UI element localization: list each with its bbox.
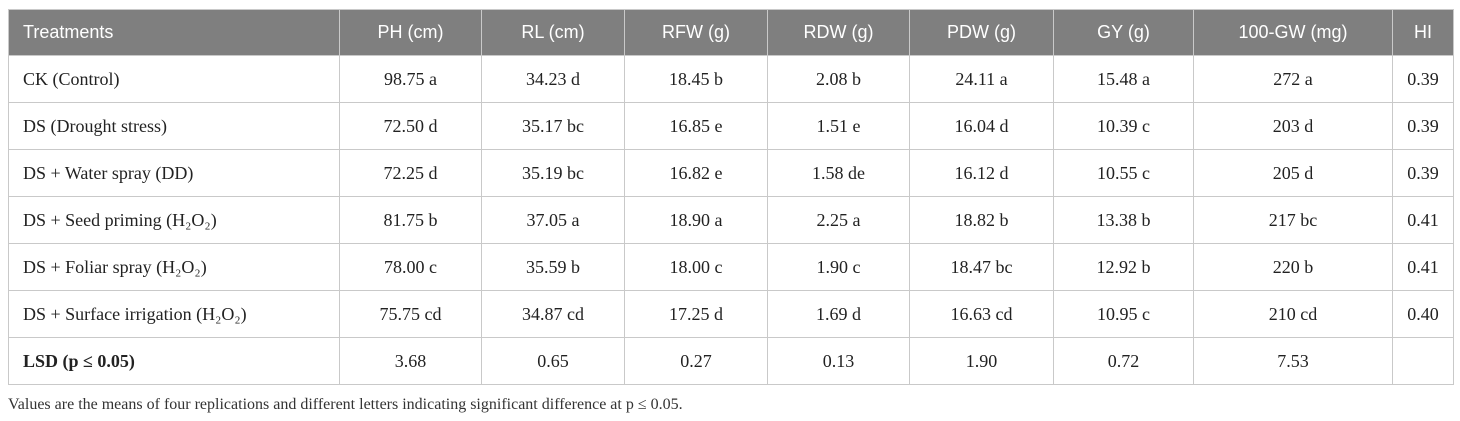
header-rl: RL (cm) xyxy=(481,9,625,56)
header-row: Treatments PH (cm) RL (cm) RFW (g) RDW (… xyxy=(8,9,1454,56)
value-cell: 10.55 c xyxy=(1053,149,1194,197)
table-row: DS (Drought stress) 72.50 d 35.17 bc 16.85 … xyxy=(8,102,1454,150)
value-cell: 12.92 b xyxy=(1053,243,1194,291)
value-cell: 37.05 a xyxy=(481,196,625,244)
value-cell: 0.39 xyxy=(1392,55,1454,103)
value-cell: 35.19 bc xyxy=(481,149,625,197)
header-100gw: 100-GW (mg) xyxy=(1193,9,1393,56)
value-cell: 0.39 xyxy=(1392,102,1454,150)
value-cell: 16.04 d xyxy=(909,102,1054,150)
value-cell: 18.47 bc xyxy=(909,243,1054,291)
treatment-cell: DS + Surface irrigation (H₂O₂) xyxy=(8,290,340,338)
value-cell: 1.90 c xyxy=(767,243,910,291)
value-cell: 18.90 a xyxy=(624,196,768,244)
value-cell: 203 d xyxy=(1193,102,1393,150)
value-cell: 16.85 e xyxy=(624,102,768,150)
value-cell: 7.53 xyxy=(1193,337,1393,385)
value-cell: 1.58 de xyxy=(767,149,910,197)
value-cell: 0.41 xyxy=(1392,243,1454,291)
value-cell: 0.65 xyxy=(481,337,625,385)
header-rfw: RFW (g) xyxy=(624,9,768,56)
header-treatments: Treatments xyxy=(8,9,340,56)
value-cell: 0.27 xyxy=(624,337,768,385)
results-table: Treatments PH (cm) RL (cm) RFW (g) RDW (… xyxy=(8,9,1454,385)
value-cell: 13.38 b xyxy=(1053,196,1194,244)
value-cell: 2.08 b xyxy=(767,55,910,103)
value-cell: 0.13 xyxy=(767,337,910,385)
header-gy: GY (g) xyxy=(1053,9,1194,56)
value-cell: 98.75 a xyxy=(339,55,482,103)
value-cell: 34.23 d xyxy=(481,55,625,103)
value-cell: 217 bc xyxy=(1193,196,1393,244)
value-cell: 24.11 a xyxy=(909,55,1054,103)
value-cell xyxy=(1392,337,1454,385)
value-cell: 75.75 cd xyxy=(339,290,482,338)
results-table-container: Treatments PH (cm) RL (cm) RFW (g) RDW (… xyxy=(8,9,1454,385)
value-cell: 18.82 b xyxy=(909,196,1054,244)
value-cell: 220 b xyxy=(1193,243,1393,291)
value-cell: 0.40 xyxy=(1392,290,1454,338)
value-cell: 15.48 a xyxy=(1053,55,1194,103)
treatment-cell: DS + Water spray (DD) xyxy=(8,149,340,197)
treatment-cell: LSD (p ≤ 0.05) xyxy=(8,337,340,385)
value-cell: 0.39 xyxy=(1392,149,1454,197)
value-cell: 10.39 c xyxy=(1053,102,1194,150)
header-ph: PH (cm) xyxy=(339,9,482,56)
value-cell: 272 a xyxy=(1193,55,1393,103)
value-cell: 17.25 d xyxy=(624,290,768,338)
table-footnote: Values are the means of four replication… xyxy=(8,396,683,413)
value-cell: 78.00 c xyxy=(339,243,482,291)
value-cell: 10.95 c xyxy=(1053,290,1194,338)
value-cell: 35.17 bc xyxy=(481,102,625,150)
table-row: DS + Foliar spray (H₂O₂) 78.00 c 35.59 b 18… xyxy=(8,243,1454,291)
value-cell: 0.41 xyxy=(1392,196,1454,244)
value-cell: 1.90 xyxy=(909,337,1054,385)
value-cell: 1.51 e xyxy=(767,102,910,150)
value-cell: 16.12 d xyxy=(909,149,1054,197)
treatment-cell: DS + Seed priming (H₂O₂) xyxy=(8,196,340,244)
value-cell: 18.45 b xyxy=(624,55,768,103)
header-pdw: PDW (g) xyxy=(909,9,1054,56)
value-cell: 0.72 xyxy=(1053,337,1194,385)
treatment-cell: DS (Drought stress) xyxy=(8,102,340,150)
value-cell: 72.50 d xyxy=(339,102,482,150)
value-cell: 1.69 d xyxy=(767,290,910,338)
treatment-cell: CK (Control) xyxy=(8,55,340,103)
value-cell: 34.87 cd xyxy=(481,290,625,338)
lsd-row: LSD (p ≤ 0.05) 3.68 0.65 0.27 0.13 1.90 0.72 7.… xyxy=(8,337,1454,385)
header-rdw: RDW (g) xyxy=(767,9,910,56)
table-row: DS + Seed priming (H₂O₂) 81.75 b 37.05 a 18… xyxy=(8,196,1454,244)
value-cell: 16.63 cd xyxy=(909,290,1054,338)
value-cell: 18.00 c xyxy=(624,243,768,291)
value-cell: 16.82 e xyxy=(624,149,768,197)
table-row: DS + Water spray (DD) 72.25 d 35.19 bc 16.8… xyxy=(8,149,1454,197)
value-cell: 3.68 xyxy=(339,337,482,385)
value-cell: 205 d xyxy=(1193,149,1393,197)
table-row: DS + Surface irrigation (H₂O₂) 75.75 cd 34… xyxy=(8,290,1454,338)
header-hi: HI xyxy=(1392,9,1454,56)
treatment-cell: DS + Foliar spray (H₂O₂) xyxy=(8,243,340,291)
value-cell: 35.59 b xyxy=(481,243,625,291)
value-cell: 2.25 a xyxy=(767,196,910,244)
value-cell: 210 cd xyxy=(1193,290,1393,338)
value-cell: 81.75 b xyxy=(339,196,482,244)
value-cell: 72.25 d xyxy=(339,149,482,197)
